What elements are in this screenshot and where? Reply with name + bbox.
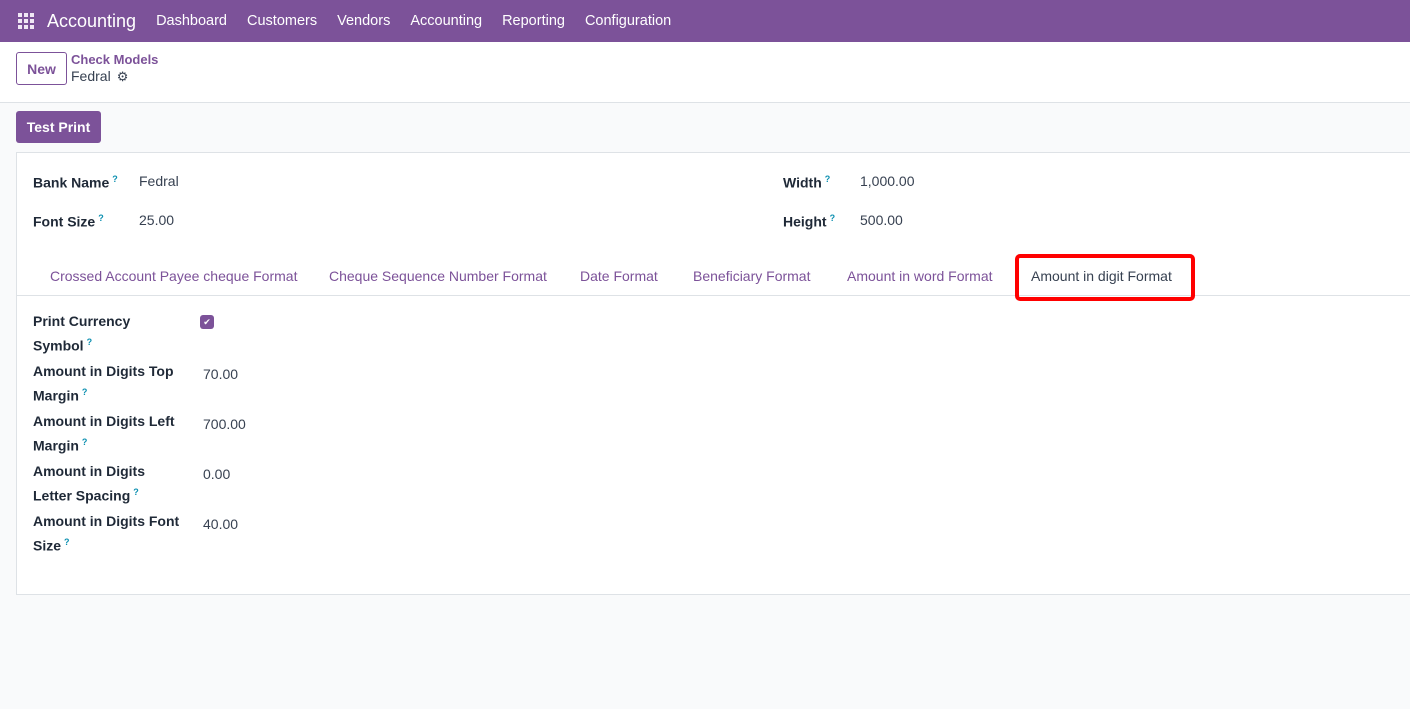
help-icon[interactable]: ?: [86, 337, 93, 347]
help-icon[interactable]: ?: [133, 487, 139, 497]
control-panel: New Check Models Fedral ⚙: [0, 42, 1410, 103]
help-icon[interactable]: ?: [64, 537, 70, 547]
height-field[interactable]: 500.00: [860, 212, 903, 228]
label-line: Amount in Digits Top: [33, 363, 174, 379]
test-print-button[interactable]: Test Print: [16, 111, 101, 143]
tab-date-format[interactable]: Date Format: [580, 268, 658, 284]
label-line: Letter Spacing: [33, 487, 131, 504]
label-line: Size: [33, 537, 62, 554]
tab-field-value[interactable]: 40.00: [203, 516, 239, 532]
label-line: Amount in Digits Left: [33, 413, 175, 429]
help-icon[interactable]: ?: [824, 174, 831, 184]
label-line: Amount in Digits: [33, 463, 145, 479]
label-text: Width: [783, 174, 822, 191]
bank-name-label: Bank Name?: [33, 169, 118, 194]
label-line: Margin: [33, 437, 79, 454]
top-navbar: Accounting Dashboard Customers Vendors A…: [0, 0, 1410, 42]
label-text: Height: [783, 213, 827, 230]
help-icon[interactable]: ?: [98, 213, 104, 223]
nav-vendors[interactable]: Vendors: [337, 13, 391, 29]
nav-customers[interactable]: Customers: [247, 13, 318, 29]
new-button[interactable]: New: [16, 52, 67, 85]
nav-configuration[interactable]: Configuration: [584, 13, 672, 29]
nav-dashboard[interactable]: Dashboard: [156, 13, 227, 29]
height-label: Height?: [783, 208, 835, 233]
app-name[interactable]: Accounting: [47, 10, 137, 31]
record-name: Fedral: [71, 68, 111, 84]
tab-beneficiary-format[interactable]: Beneficiary Format: [693, 268, 811, 284]
help-icon[interactable]: ?: [81, 437, 88, 447]
tab-amount-word-format[interactable]: Amount in word Format: [847, 268, 993, 284]
notebook-tabs: Crossed Account Payee cheque Format Cheq…: [17, 256, 1410, 296]
breadcrumb-current: Fedral ⚙: [71, 68, 128, 85]
label-line: Symbol: [33, 337, 84, 354]
label-text: Bank Name: [33, 174, 110, 191]
width-field[interactable]: 1,000.00: [860, 173, 915, 189]
help-icon[interactable]: ?: [112, 174, 118, 184]
help-icon[interactable]: ?: [829, 213, 836, 223]
label-line: Margin: [33, 387, 79, 404]
form-sheet: Bank Name? Fedral Font Size? 25.00 Width…: [16, 152, 1410, 595]
gear-icon[interactable]: ⚙: [116, 69, 129, 84]
tab-cheque-sequence[interactable]: Cheque Sequence Number Format: [329, 268, 547, 284]
tab-field-label: Amount in Digits Letter Spacing?: [33, 461, 145, 507]
nav-reporting[interactable]: Reporting: [502, 13, 565, 29]
apps-grid-icon[interactable]: [18, 12, 36, 30]
tab-crossed-account[interactable]: Crossed Account Payee cheque Format: [50, 268, 298, 284]
label-line: Print Currency: [33, 313, 131, 329]
bank-name-field[interactable]: Fedral: [139, 173, 179, 189]
tab-amount-digit-format[interactable]: Amount in digit Format: [1031, 268, 1172, 284]
tab-field-label: Amount in Digits Top Margin?: [33, 361, 174, 407]
tab-field-value[interactable]: 0.00: [203, 466, 231, 482]
tab-field-value[interactable]: 700.00: [203, 416, 246, 432]
tab-field-label: Amount in Digits Font Size?: [33, 511, 179, 557]
breadcrumb-parent[interactable]: Check Models: [71, 52, 159, 67]
font-size-field[interactable]: 25.00: [139, 212, 175, 228]
tab-field-label: Print Currency Symbol?: [33, 311, 130, 357]
label-line: Amount in Digits Font: [33, 513, 180, 529]
font-size-label: Font Size?: [33, 208, 104, 233]
nav-accounting[interactable]: Accounting: [410, 13, 483, 29]
tab-field-label: Amount in Digits Left Margin?: [33, 411, 175, 457]
tab-field-value[interactable]: 70.00: [203, 366, 239, 382]
print-currency-checkbox[interactable]: ✔: [200, 315, 214, 329]
help-icon[interactable]: ?: [81, 387, 88, 397]
highlight-box: [1015, 254, 1195, 301]
label-text: Font Size: [33, 213, 96, 230]
width-label: Width?: [783, 169, 830, 194]
